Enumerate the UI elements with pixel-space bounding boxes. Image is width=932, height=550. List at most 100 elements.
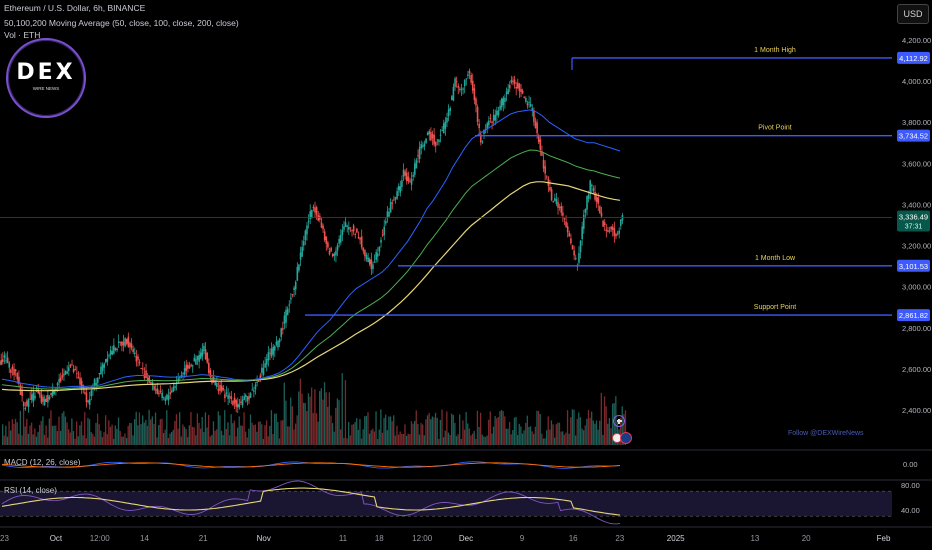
volume-bar bbox=[282, 420, 284, 445]
candle-body bbox=[76, 373, 78, 375]
volume-bar bbox=[314, 389, 316, 445]
volume-bar bbox=[346, 438, 348, 445]
volume-bar bbox=[179, 412, 181, 445]
volume-bar bbox=[206, 427, 208, 445]
volume-indicator-label[interactable]: Vol · ETH bbox=[4, 30, 41, 40]
time-axis-label: 13 bbox=[750, 534, 759, 543]
volume-bar bbox=[365, 415, 368, 445]
volume-bar bbox=[526, 415, 528, 445]
candle-body bbox=[135, 355, 138, 362]
volume-bar bbox=[84, 412, 86, 445]
ma-indicator-label[interactable]: 50,100,200 Moving Average (50, close, 10… bbox=[4, 18, 239, 28]
watermark-text: Follow @DEXWireNews bbox=[788, 430, 864, 437]
candle-body bbox=[270, 348, 273, 357]
candle-body bbox=[356, 228, 358, 233]
candle-body bbox=[159, 390, 162, 392]
us-flag-icon[interactable] bbox=[620, 432, 632, 444]
candle-body bbox=[100, 366, 102, 375]
volume-bar bbox=[550, 420, 553, 445]
volume-bar bbox=[552, 424, 554, 445]
candle-body bbox=[333, 254, 336, 256]
level-price-tag-text: 2,861.82 bbox=[899, 311, 928, 320]
candle-body bbox=[285, 309, 287, 323]
volume-bar bbox=[212, 421, 215, 445]
symbol-title: Ethereum / U.S. Dollar, 6h, BINANCE bbox=[4, 3, 146, 13]
candle-body bbox=[494, 114, 497, 121]
candle-body bbox=[101, 364, 104, 371]
add-alert-icon[interactable] bbox=[613, 415, 625, 427]
volume-bar bbox=[101, 437, 104, 445]
level-price-tag-text: 3,734.52 bbox=[899, 132, 928, 141]
logo-subtext: WIRE NEWS bbox=[32, 86, 60, 91]
volume-bar bbox=[595, 420, 598, 445]
volume-bar bbox=[283, 382, 285, 445]
volume-bar bbox=[164, 429, 166, 445]
candle-body bbox=[224, 394, 226, 399]
volume-bar bbox=[486, 435, 488, 445]
candle-body bbox=[362, 247, 365, 252]
level-label: Pivot Point bbox=[758, 125, 792, 132]
time-axis-label: 23 bbox=[0, 534, 9, 543]
candle-body bbox=[172, 386, 175, 392]
candle-body bbox=[528, 102, 530, 104]
volume-bar bbox=[407, 433, 409, 445]
candle-body bbox=[367, 257, 369, 263]
volume-bar bbox=[417, 423, 419, 445]
time-axis-label: Dec bbox=[459, 534, 473, 543]
candle-body bbox=[599, 206, 601, 214]
candle-body bbox=[53, 390, 56, 394]
volume-bar bbox=[462, 420, 464, 445]
candle-body bbox=[455, 81, 458, 83]
candle-body bbox=[132, 349, 134, 353]
volume-bar bbox=[529, 426, 532, 445]
candle-body bbox=[586, 196, 588, 210]
candle-body bbox=[452, 86, 455, 101]
candle-body bbox=[259, 375, 262, 379]
volume-bar bbox=[391, 421, 393, 445]
candle-body bbox=[201, 349, 204, 357]
candle-body bbox=[66, 371, 68, 374]
candle-body bbox=[199, 352, 202, 359]
time-axis-label: Nov bbox=[257, 534, 271, 543]
candle-body bbox=[119, 341, 122, 343]
candle-body bbox=[113, 345, 115, 354]
candle-body bbox=[204, 349, 207, 360]
candle-body bbox=[351, 229, 353, 232]
candle-body bbox=[529, 103, 532, 107]
currency-button[interactable]: USD bbox=[897, 4, 929, 24]
volume-bar bbox=[497, 417, 499, 445]
volume-bar bbox=[428, 412, 430, 445]
time-axis-label: 12:00 bbox=[90, 534, 111, 543]
volume-bar bbox=[420, 423, 422, 445]
volume-bar bbox=[484, 436, 487, 445]
price-tick-label: 3,000.00 bbox=[902, 283, 931, 292]
volume-bar bbox=[586, 418, 588, 445]
volume-bar bbox=[381, 432, 384, 445]
level-label: 1 Month High bbox=[754, 47, 796, 54]
volume-bar bbox=[224, 410, 226, 445]
volume-bar bbox=[53, 425, 55, 445]
candle-body bbox=[154, 389, 157, 391]
candle-body bbox=[275, 341, 278, 345]
volume-bar bbox=[325, 392, 327, 445]
candle-body bbox=[370, 259, 373, 269]
volume-bar bbox=[204, 412, 207, 445]
candle-body bbox=[388, 212, 390, 217]
candle-body bbox=[217, 389, 220, 391]
candle-body bbox=[439, 134, 442, 136]
volume-bar bbox=[393, 415, 395, 445]
volume-bar bbox=[515, 416, 517, 445]
rsi-band bbox=[0, 491, 892, 517]
candle-body bbox=[117, 341, 120, 343]
candle-body bbox=[496, 110, 498, 116]
volume-bar bbox=[145, 419, 147, 445]
candle-body bbox=[396, 191, 398, 199]
candle-body bbox=[399, 186, 402, 193]
volume-bar bbox=[584, 425, 586, 445]
volume-bar bbox=[531, 431, 533, 445]
candle-body bbox=[188, 366, 191, 369]
candle-body bbox=[352, 225, 355, 232]
candle-body bbox=[174, 386, 176, 388]
volume-bar bbox=[465, 411, 467, 445]
